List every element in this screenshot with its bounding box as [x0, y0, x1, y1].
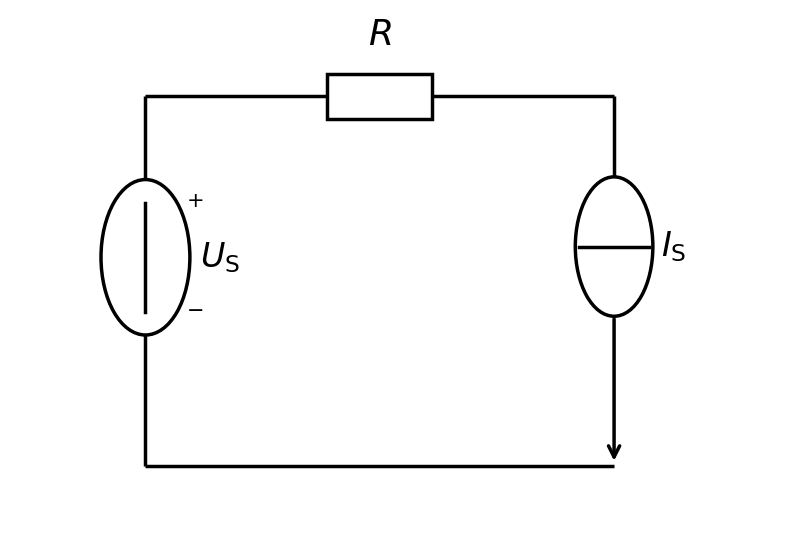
Ellipse shape: [575, 177, 653, 316]
Text: +: +: [187, 191, 204, 211]
Ellipse shape: [101, 180, 190, 335]
Bar: [327, 73, 432, 120]
Text: −: −: [187, 301, 204, 321]
Text: $U_\mathsf{S}$: $U_\mathsf{S}$: [200, 240, 240, 274]
Text: $I_\mathsf{S}$: $I_\mathsf{S}$: [661, 229, 686, 264]
Text: $R$: $R$: [368, 18, 392, 52]
